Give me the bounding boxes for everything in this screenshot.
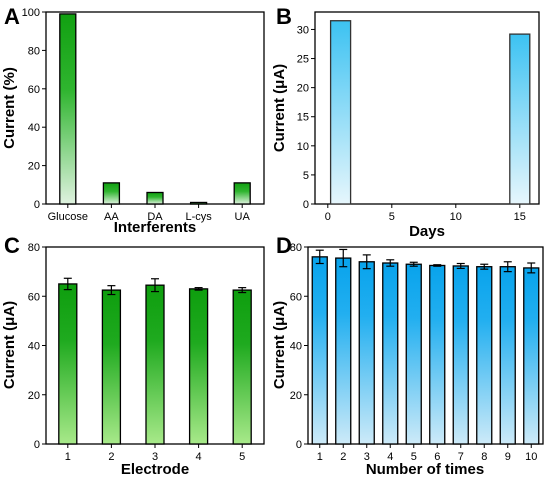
x-tick-label-a-4: UA — [235, 211, 251, 223]
bar-c-1 — [58, 283, 78, 445]
y-tick-label-b-0: 0 — [303, 199, 309, 211]
y-axis-label-a: Current (%) — [1, 67, 18, 149]
panel-c: C 0 20 40 60 80 1 2 3 4 5 Electrode Current (μA) — [1, 233, 265, 478]
bar-a-DA — [146, 191, 164, 205]
x-tick-label-b-0: 0 — [325, 211, 331, 223]
y-tick-label-c-2: 40 — [28, 341, 40, 353]
y-tick-label-a-3: 60 — [28, 84, 40, 96]
x-tick-label-d-6: 7 — [458, 451, 464, 463]
panel-a: A 0 20 40 60 80 100 Glucose AA DA L-cys UA Interfe… — [1, 4, 265, 236]
bar-d-3 — [358, 261, 375, 445]
bar-d-8 — [476, 266, 493, 445]
marks-d: 0 20 40 60 80 1 2 3 4 5 6 7 8 9 10 — [290, 242, 540, 463]
x-tick-label-a-0: Glucose — [48, 211, 88, 223]
x-tick-label-c-0: 1 — [65, 451, 71, 463]
x-tick-label-a-1: AA — [104, 211, 119, 223]
bar-d-5 — [405, 263, 422, 445]
y-tick-label-d-2: 40 — [290, 341, 302, 353]
marks-c: 0 20 40 60 80 1 2 3 4 5 — [28, 242, 252, 463]
bar-d-6 — [429, 264, 446, 445]
panel-label-c: C — [4, 233, 20, 258]
x-tick-label-d-4: 5 — [411, 451, 417, 463]
x-tick-label-d-9: 10 — [525, 451, 537, 463]
bar-a-UA — [233, 182, 251, 205]
panel-b: B 0 5 10 15 20 25 30 0 5 10 15 Days Current (μA) — [271, 4, 540, 240]
y-tick-label-b-4: 20 — [297, 83, 309, 95]
y-axis-label-d: Current (μA) — [271, 301, 288, 389]
bar-d-9 — [499, 266, 516, 445]
x-tick-label-d-8: 9 — [505, 451, 511, 463]
bar-d-10 — [523, 267, 540, 445]
marks-b: 0 5 10 15 20 25 30 0 5 10 15 — [297, 20, 531, 223]
bar-c-4 — [188, 288, 209, 445]
x-tick-label-d-2: 3 — [364, 451, 370, 463]
y-tick-label-c-0: 0 — [34, 439, 40, 451]
y-tick-label-d-1: 20 — [290, 390, 302, 402]
bar-c-3 — [145, 284, 165, 445]
x-tick-label-b-1: 5 — [389, 211, 395, 223]
y-tick-label-d-3: 60 — [290, 291, 302, 303]
bar-a-AA — [102, 182, 121, 205]
x-tick-label-d-5: 6 — [434, 451, 440, 463]
y-tick-label-b-2: 10 — [297, 141, 309, 153]
panel-label-b: B — [276, 4, 292, 29]
y-tick-label-d-0: 0 — [296, 439, 302, 451]
bar-b-15 — [509, 33, 531, 205]
bar-c-5 — [232, 289, 252, 445]
y-tick-label-c-3: 60 — [28, 291, 40, 303]
x-tick-label-c-1: 2 — [108, 451, 114, 463]
y-tick-label-a-1: 20 — [28, 161, 40, 173]
x-tick-label-c-3: 4 — [196, 451, 202, 463]
bar-d-2 — [335, 257, 352, 445]
y-tick-label-a-0: 0 — [34, 199, 40, 211]
y-tick-label-a-2: 40 — [28, 122, 40, 134]
bar-d-1 — [311, 256, 328, 445]
bar-d-4 — [382, 262, 399, 445]
x-tick-label-d-1: 2 — [340, 451, 346, 463]
panel-label-a: A — [4, 4, 20, 29]
x-tick-label-b-3: 15 — [514, 211, 526, 223]
panel-d: D 0 20 40 60 80 1 2 3 4 5 6 7 8 9 10 Number of times C… — [271, 233, 544, 478]
y-tick-label-b-6: 30 — [297, 24, 309, 36]
x-tick-label-d-0: 1 — [317, 451, 323, 463]
x-axis-label-a: Interferents — [114, 219, 197, 236]
x-tick-label-d-3: 4 — [387, 451, 393, 463]
axes-frame-b — [314, 11, 540, 205]
panel-label-d: D — [276, 233, 292, 258]
x-tick-label-d-7: 8 — [481, 451, 487, 463]
x-tick-label-b-2: 10 — [450, 211, 462, 223]
x-tick-label-a-3: L-cys — [185, 211, 212, 223]
bar-c-2 — [101, 289, 122, 445]
x-axis-label-d: Number of times — [366, 461, 484, 478]
x-tick-label-c-4: 5 — [239, 451, 245, 463]
y-axis-label-c: Current (μA) — [1, 301, 18, 389]
y-tick-label-b-1: 5 — [303, 170, 309, 182]
x-axis-label-b: Days — [409, 223, 445, 240]
y-tick-label-b-5: 25 — [297, 54, 309, 66]
y-tick-label-b-3: 15 — [297, 112, 309, 124]
bar-a-L-cys — [189, 201, 208, 205]
y-tick-label-a-5: 100 — [22, 7, 40, 19]
bar-a-Glucose — [59, 13, 77, 205]
bar-d-7 — [452, 265, 469, 445]
bar-b-1 — [329, 20, 352, 205]
x-axis-label-c: Electrode — [121, 461, 189, 478]
y-tick-label-d-4: 80 — [290, 242, 302, 254]
marks-a: 0 20 40 60 80 100 Glucose AA DA L-cys UA — [22, 7, 251, 223]
x-tick-label-c-2: 3 — [152, 451, 158, 463]
y-tick-label-a-4: 80 — [28, 45, 40, 57]
axes-frame-a — [45, 11, 265, 205]
y-axis-label-b: Current (μA) — [271, 64, 288, 152]
y-tick-label-c-4: 80 — [28, 242, 40, 254]
y-tick-label-c-1: 20 — [28, 390, 40, 402]
x-tick-label-a-2: DA — [147, 211, 163, 223]
